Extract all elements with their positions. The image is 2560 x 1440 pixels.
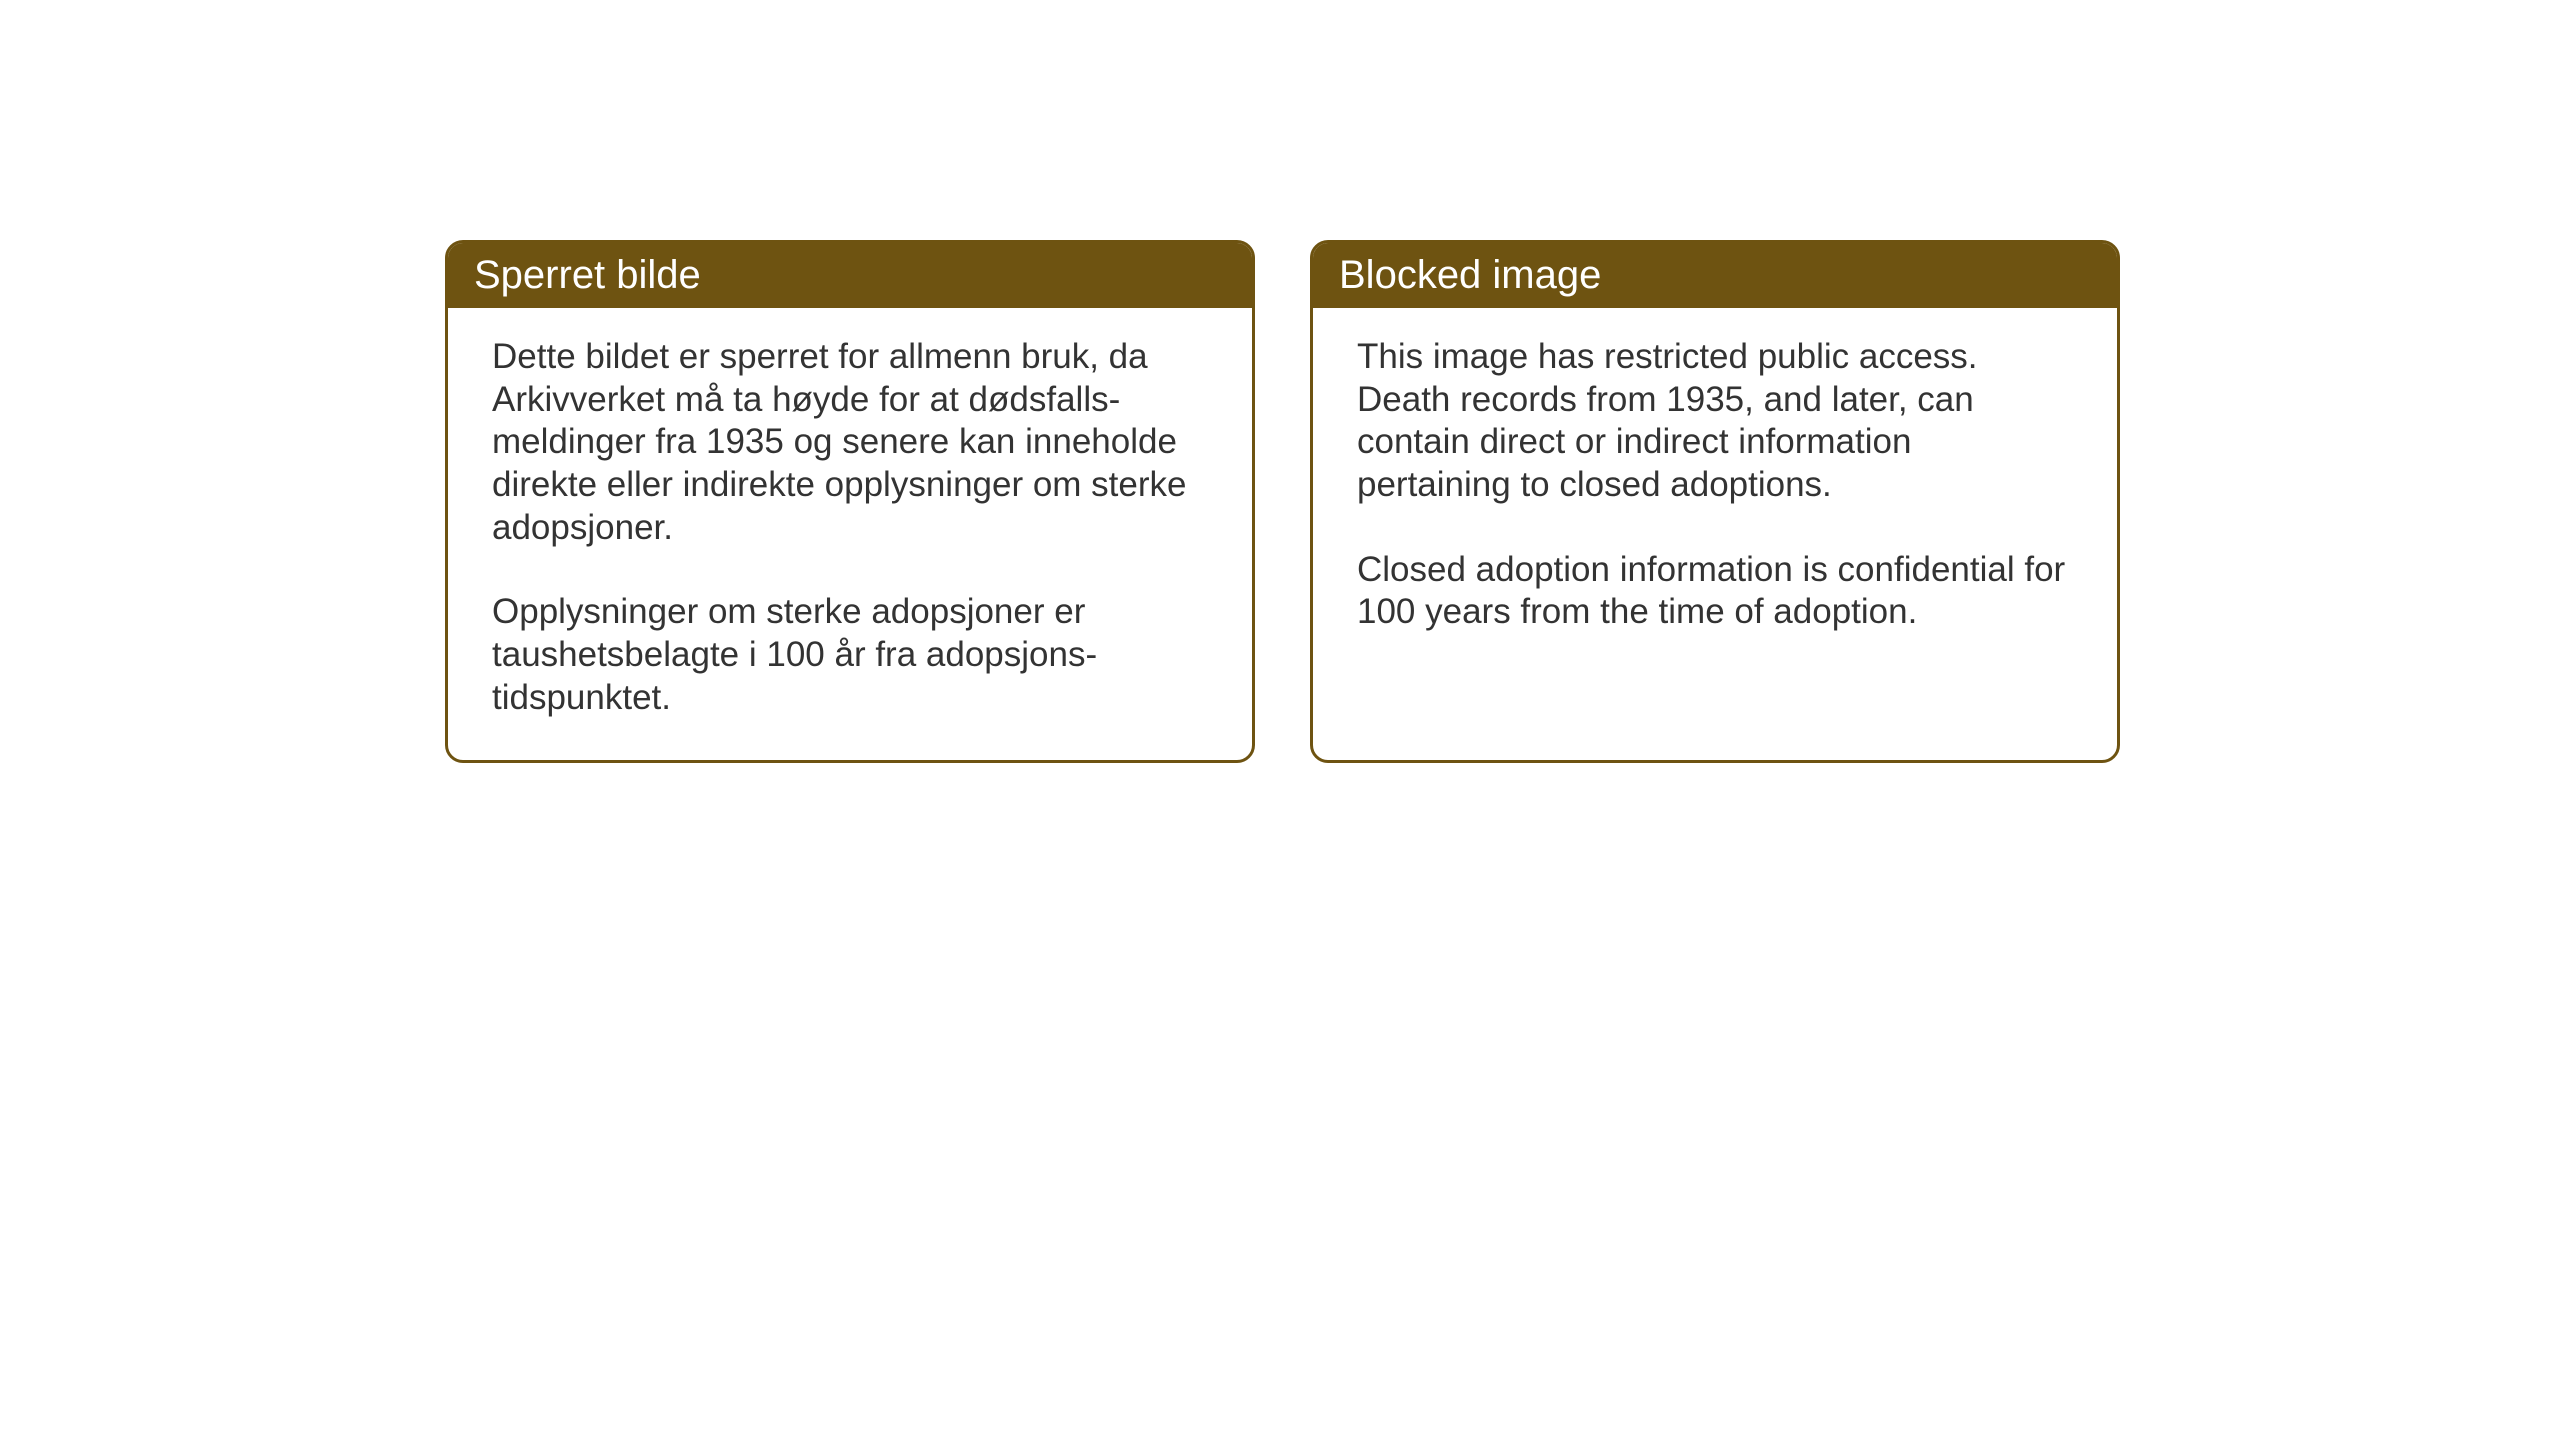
blocked-image-card-english: Blocked image This image has restricted … xyxy=(1310,240,2120,763)
card-paragraph: Closed adoption information is confident… xyxy=(1357,549,2073,634)
card-paragraph: This image has restricted public access.… xyxy=(1357,336,2073,507)
card-header: Sperret bilde xyxy=(448,243,1252,308)
cards-container: Sperret bilde Dette bildet er sperret fo… xyxy=(0,0,2560,763)
card-header: Blocked image xyxy=(1313,243,2117,308)
card-title: Sperret bilde xyxy=(474,253,701,297)
card-title: Blocked image xyxy=(1339,253,1601,297)
card-paragraph: Dette bildet er sperret for allmenn bruk… xyxy=(492,336,1208,549)
card-body: Dette bildet er sperret for allmenn bruk… xyxy=(448,308,1252,760)
card-paragraph: Opplysninger om sterke adopsjoner er tau… xyxy=(492,591,1208,719)
card-body: This image has restricted public access.… xyxy=(1313,308,2117,703)
blocked-image-card-norwegian: Sperret bilde Dette bildet er sperret fo… xyxy=(445,240,1255,763)
